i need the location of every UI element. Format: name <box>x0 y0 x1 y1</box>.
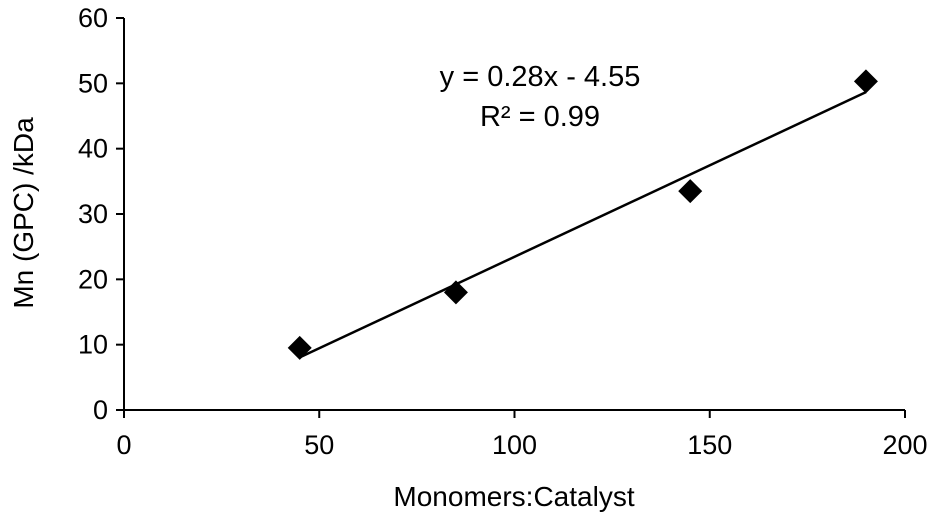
x-tick-label: 100 <box>492 430 537 460</box>
y-tick-label: 30 <box>78 199 108 229</box>
data-point <box>853 69 878 94</box>
data-points <box>287 69 878 360</box>
data-point <box>287 335 312 360</box>
trendline-group <box>299 91 867 359</box>
y-tick-label: 10 <box>78 330 108 360</box>
y-tick-label: 50 <box>78 68 108 98</box>
data-point <box>443 280 468 305</box>
x-axis-ticks: 0 50 100 150 200 <box>116 410 928 460</box>
x-tick-label: 200 <box>882 430 927 460</box>
trendline <box>299 91 867 359</box>
x-tick-label: 0 <box>116 430 131 460</box>
y-tick-label: 60 <box>78 3 108 33</box>
trendline-equation: y = 0.28x - 4.55 <box>440 61 641 93</box>
x-axis-title: Monomers:Catalyst <box>393 481 634 512</box>
x-tick-label: 150 <box>687 430 732 460</box>
y-tick-label: 0 <box>93 395 108 425</box>
y-axis-title: Mn (GPC) /kDa <box>8 117 39 309</box>
data-point <box>678 179 703 204</box>
r-squared-label: R² = 0.99 <box>480 101 600 133</box>
x-tick-label: 50 <box>304 430 334 460</box>
y-tick-label: 20 <box>78 264 108 294</box>
y-tick-label: 40 <box>78 134 108 164</box>
y-axis-ticks: 0 10 20 30 40 50 60 <box>78 3 124 425</box>
